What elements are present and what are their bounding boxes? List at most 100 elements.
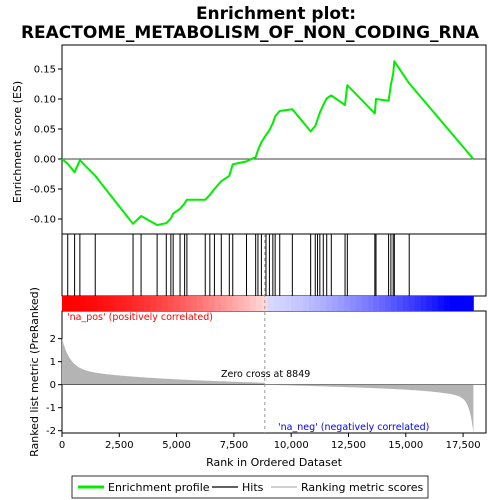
x-tick-label: 2,500 [105,440,134,451]
ranking-color-bar-segment [144,296,151,311]
ranking-color-bar-segment [255,296,263,311]
ranking-color-bar-segment [220,296,227,311]
ranking-color-bar-segment [455,296,463,311]
ranking-color-bar-segment [396,296,404,311]
ranking-color-bar-segment [156,296,163,311]
x-tick-label: 0 [59,440,65,451]
ranking-color-bar-segment [185,296,192,311]
x-tick-label: 7,500 [220,440,249,451]
enrichment-profile-line [61,60,475,226]
es-tick-label: -0.05 [30,185,56,196]
chart-title-line1: Enrichment plot: [196,4,356,24]
metric-tick-label: 1 [50,357,56,368]
ranking-color-bar-segment [126,296,133,311]
ranking-color-bar-segment [297,296,304,311]
x-tick-label: 15,000 [388,440,423,451]
legend-hits-label: Hits [242,481,264,494]
x-tick-label: 12,500 [331,440,366,451]
ranking-color-bar-segment [338,296,345,311]
ranking-color-bar-segment [326,296,333,311]
metric-tick-label: -1 [46,403,56,414]
ranking-color-bar-segment [285,296,292,311]
ranking-color-bar-segment [467,296,474,311]
ranking-color-bar-segment [414,296,421,311]
ranking-color-bar-segment [449,296,457,311]
zero-cross-label: Zero cross at 8849 [221,369,310,380]
ranking-metric-area [62,338,474,433]
ranking-color-bar-segment [179,296,186,311]
ranking-color-bar-segment [85,296,92,311]
ranking-color-bar-segment [214,296,222,311]
ranking-color-bar-segment [349,296,357,311]
ranking-color-bar-segment [250,296,257,311]
x-tick-label: 17,500 [446,440,481,451]
es-tick-label: 0.05 [34,125,56,136]
neg-correlated-label: 'na_neg' (negatively correlated) [278,422,429,433]
ranking-color-bar-segment [320,296,327,311]
ranking-color-bar-segment [302,296,310,311]
ranking-color-bar-segment [79,296,86,311]
ranking-color-bar-segment [161,296,169,311]
ranking-color-bar-segment [132,296,139,311]
ranking-color-bar-segment [191,296,198,311]
ranking-color-bar-segment [244,296,251,311]
ranking-color-bar-segment [408,296,416,311]
es-tick-label: 0.00 [34,155,56,166]
ranking-color-bar-segment [373,296,380,311]
ranking-color-bar-segment [355,296,363,311]
chart-title-line2: REACTOME_METABOLISM_OF_NON_CODING_RNA [21,23,480,43]
ranking-color-bar-segment [173,296,180,311]
ranking-color-bar-segment [344,296,351,311]
legend-metric-label: Ranking metric scores [301,481,423,494]
ranking-color-bar-segment [332,296,339,311]
ranking-color-bar-segment [91,296,98,311]
ranking-color-bar-segment [232,296,239,311]
ranking-color-bar-segment [420,296,427,311]
ranking-color-bar-segment [361,296,369,311]
ranking-color-bar-segment [97,296,104,311]
metric-tick-label: 0 [50,380,56,391]
ranking-color-bar-segment [238,296,245,311]
metric-axis-label: Ranked list metric (PreRanked) [28,287,41,457]
ranking-color-bar-segment [203,296,210,311]
metric-tick-label: 2 [50,334,56,345]
ranking-color-bar-segment [426,296,433,311]
legend-box [71,475,429,499]
ranking-color-bar-segment [208,296,216,311]
x-tick-label: 5,000 [162,440,191,451]
ranking-color-bar-segment [261,296,269,311]
es-tick-label: 0.10 [34,95,56,106]
ranking-color-bar-segment [167,296,175,311]
ranking-color-bar-segment [279,296,286,311]
ranking-color-bar-segment [367,296,374,311]
ranking-color-bar-segment [73,296,81,311]
ranking-color-bar-segment [103,296,110,311]
ranking-color-bar-segment [402,296,410,311]
pos-correlated-label: 'na_pos' (positively correlated) [67,312,213,323]
es-tick-label: -0.10 [30,215,56,226]
ranking-color-bar-segment [138,296,145,311]
ranking-color-bar-segment [120,296,128,311]
ranking-color-bar-segment [444,296,451,311]
ranking-color-bar-segment [308,296,316,311]
ranking-color-bar-segment [197,296,204,311]
metric-tick-label: -2 [46,426,56,437]
ranking-color-bar-segment [267,296,274,311]
ranking-color-bar-segment [461,296,468,311]
ranking-color-bar-segment [273,296,280,311]
ranking-color-bar-segment [114,296,122,311]
ranking-color-bar-segment [67,296,75,311]
ranking-color-bar-segment [438,296,445,311]
es-panel-frame [61,44,487,235]
x-tick-label: 10,000 [274,440,309,451]
ranking-color-bar-segment [432,296,439,311]
ranking-color-bar-segment [150,296,157,311]
ranking-color-bar-segment [391,296,398,311]
ranking-color-bar-segment [314,296,321,311]
ranking-color-bar-segment [109,296,116,311]
es-tick-label: 0.15 [34,65,56,76]
x-axis-label: Rank in Ordered Dataset [206,456,343,469]
es-axis-label: Enrichment score (ES) [11,81,24,203]
ranking-color-bar-segment [62,296,69,311]
